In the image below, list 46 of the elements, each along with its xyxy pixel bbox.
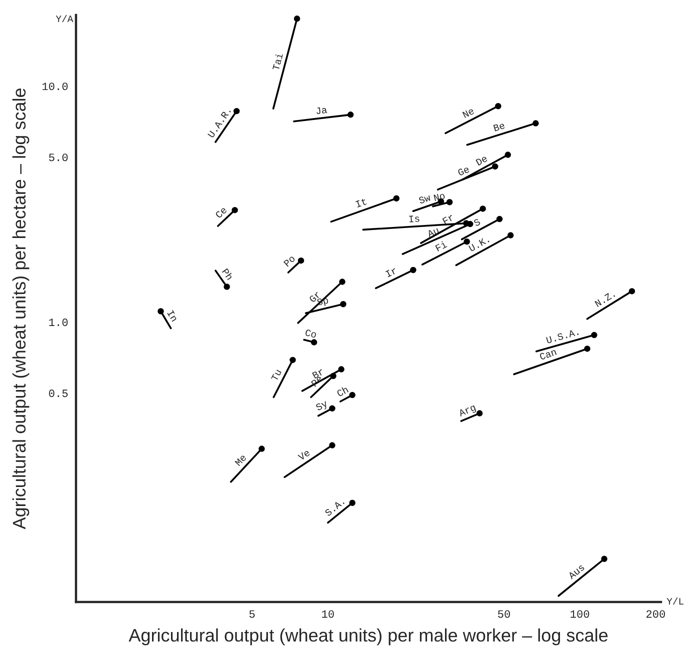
text: S.A. <box>324 498 345 516</box>
text: Sw <box>418 194 432 204</box>
text: In <box>167 310 178 322</box>
text: Aus <box>568 564 585 580</box>
series-label: Is <box>409 215 420 222</box>
y-tick-label: 0.5 <box>49 390 68 398</box>
text: Au <box>426 227 440 238</box>
x-axis-title: Agricultural output (wheat units) per male worker – log scale <box>128 628 608 646</box>
text: Fi <box>434 240 448 252</box>
text: Fr <box>442 214 454 224</box>
text: Me <box>234 454 247 466</box>
text: Tu <box>271 369 282 382</box>
text: Y/A <box>56 15 74 22</box>
text: Arg <box>458 404 477 418</box>
text: Ir <box>385 267 398 278</box>
text: N.Z. <box>594 290 616 307</box>
text: Tai <box>272 52 284 71</box>
text: Ne <box>462 108 474 118</box>
x-tick-label: 200 <box>646 610 665 618</box>
y-axis-title: Agricultural output (wheat units) per hectare – log scale <box>12 88 30 530</box>
x-tick-label: 10 <box>322 610 334 618</box>
text: Po <box>284 255 296 267</box>
text: U.K. <box>468 236 490 252</box>
text: U.S.A. <box>546 328 579 344</box>
text: No <box>434 192 446 202</box>
text: De <box>476 155 488 166</box>
text: Can <box>539 348 557 360</box>
text: Sp <box>316 296 329 308</box>
text: S <box>473 218 481 227</box>
y-tick-label: 10.0 <box>42 82 68 90</box>
text: Ja <box>316 106 328 114</box>
x-tick-label: 50 <box>498 610 510 618</box>
text: Y/L <box>666 597 684 605</box>
x-tick-label: 100 <box>570 610 590 618</box>
text: Co <box>304 329 317 338</box>
y-tick-label: 1.0 <box>49 318 68 326</box>
text: Ve <box>298 449 310 461</box>
text: It <box>355 198 367 208</box>
text: Ce <box>214 206 228 218</box>
text: Ph <box>222 268 234 280</box>
text: Ch <box>336 386 349 397</box>
text: Sy <box>315 400 329 413</box>
text: Ge <box>457 166 470 176</box>
x-tick-label: 5 <box>249 610 255 618</box>
text: Be <box>493 122 506 132</box>
y-tick-label: 5.0 <box>49 154 68 162</box>
